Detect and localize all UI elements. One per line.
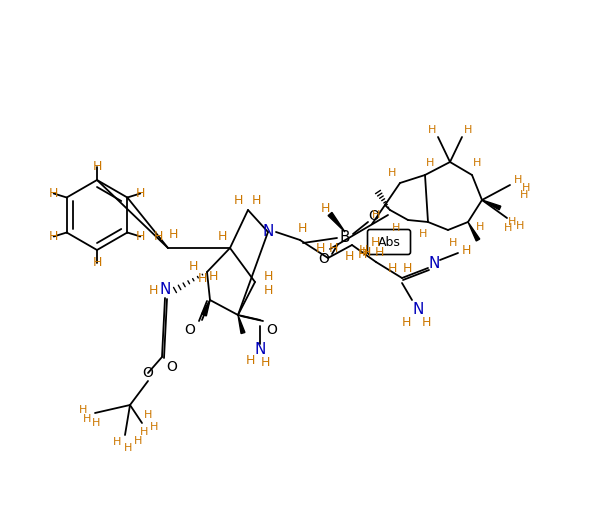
- Text: H: H: [208, 270, 218, 284]
- Text: H: H: [449, 238, 457, 248]
- Text: H: H: [514, 175, 522, 185]
- Text: H: H: [263, 270, 273, 284]
- Text: O: O: [319, 252, 329, 266]
- Text: H: H: [345, 251, 354, 263]
- Text: H: H: [504, 223, 512, 233]
- Polygon shape: [328, 213, 345, 232]
- Text: H: H: [402, 261, 412, 275]
- Text: H: H: [426, 158, 434, 168]
- Text: H: H: [520, 190, 528, 200]
- Text: H: H: [136, 187, 145, 200]
- Text: O: O: [267, 323, 277, 337]
- Text: H: H: [92, 418, 100, 428]
- Text: H: H: [252, 193, 261, 207]
- Text: H: H: [83, 414, 91, 424]
- Text: H: H: [358, 243, 368, 257]
- Text: H: H: [245, 354, 255, 367]
- Text: H: H: [388, 168, 396, 178]
- Text: H: H: [428, 125, 436, 135]
- Text: H: H: [361, 245, 371, 259]
- Text: H: H: [79, 405, 87, 415]
- Text: O: O: [368, 209, 379, 223]
- Text: H: H: [375, 245, 384, 259]
- Text: H: H: [401, 315, 411, 329]
- Text: H: H: [516, 221, 524, 231]
- Text: H: H: [144, 410, 152, 420]
- Text: H: H: [392, 223, 400, 233]
- Text: H: H: [188, 261, 198, 273]
- Text: H: H: [508, 217, 516, 227]
- Text: H: H: [49, 230, 58, 243]
- Text: N: N: [412, 303, 424, 317]
- Text: H: H: [522, 183, 530, 193]
- Polygon shape: [468, 222, 480, 241]
- Text: H: H: [473, 158, 481, 168]
- Text: O: O: [166, 360, 177, 374]
- FancyBboxPatch shape: [367, 229, 411, 254]
- Text: H: H: [387, 261, 397, 275]
- Text: H: H: [461, 243, 471, 257]
- Text: H: H: [260, 356, 270, 368]
- Text: H: H: [113, 437, 121, 447]
- Text: N: N: [428, 257, 439, 271]
- Text: H: H: [217, 229, 226, 243]
- Text: H: H: [134, 436, 142, 446]
- Text: H: H: [297, 222, 307, 234]
- Text: H: H: [197, 272, 207, 286]
- Text: H: H: [154, 229, 163, 243]
- Text: H: H: [140, 427, 148, 437]
- Text: O: O: [143, 366, 154, 380]
- Text: H: H: [372, 210, 380, 220]
- Text: H: H: [419, 229, 427, 239]
- Text: H: H: [148, 284, 158, 296]
- Text: H: H: [168, 227, 177, 241]
- Text: H: H: [49, 187, 58, 200]
- Text: H: H: [357, 249, 367, 261]
- Text: N: N: [255, 342, 266, 358]
- Text: H: H: [92, 161, 102, 173]
- Polygon shape: [202, 300, 210, 316]
- Text: H: H: [136, 230, 145, 243]
- Text: H: H: [263, 284, 273, 296]
- Text: H: H: [464, 125, 472, 135]
- Text: Abs: Abs: [378, 235, 400, 249]
- Text: H: H: [92, 257, 102, 269]
- Polygon shape: [482, 200, 501, 210]
- Text: H: H: [328, 242, 338, 254]
- Text: H: H: [370, 236, 379, 250]
- Text: H: H: [315, 242, 325, 254]
- Text: B: B: [340, 231, 350, 245]
- Text: N: N: [263, 225, 274, 240]
- Polygon shape: [238, 315, 245, 333]
- Text: H: H: [476, 222, 484, 232]
- Text: N: N: [159, 282, 171, 297]
- Text: H: H: [421, 315, 431, 329]
- Text: O: O: [185, 323, 195, 337]
- Text: H: H: [150, 422, 158, 432]
- Text: H: H: [233, 193, 243, 207]
- Text: H: H: [124, 443, 132, 453]
- Text: H: H: [320, 201, 330, 215]
